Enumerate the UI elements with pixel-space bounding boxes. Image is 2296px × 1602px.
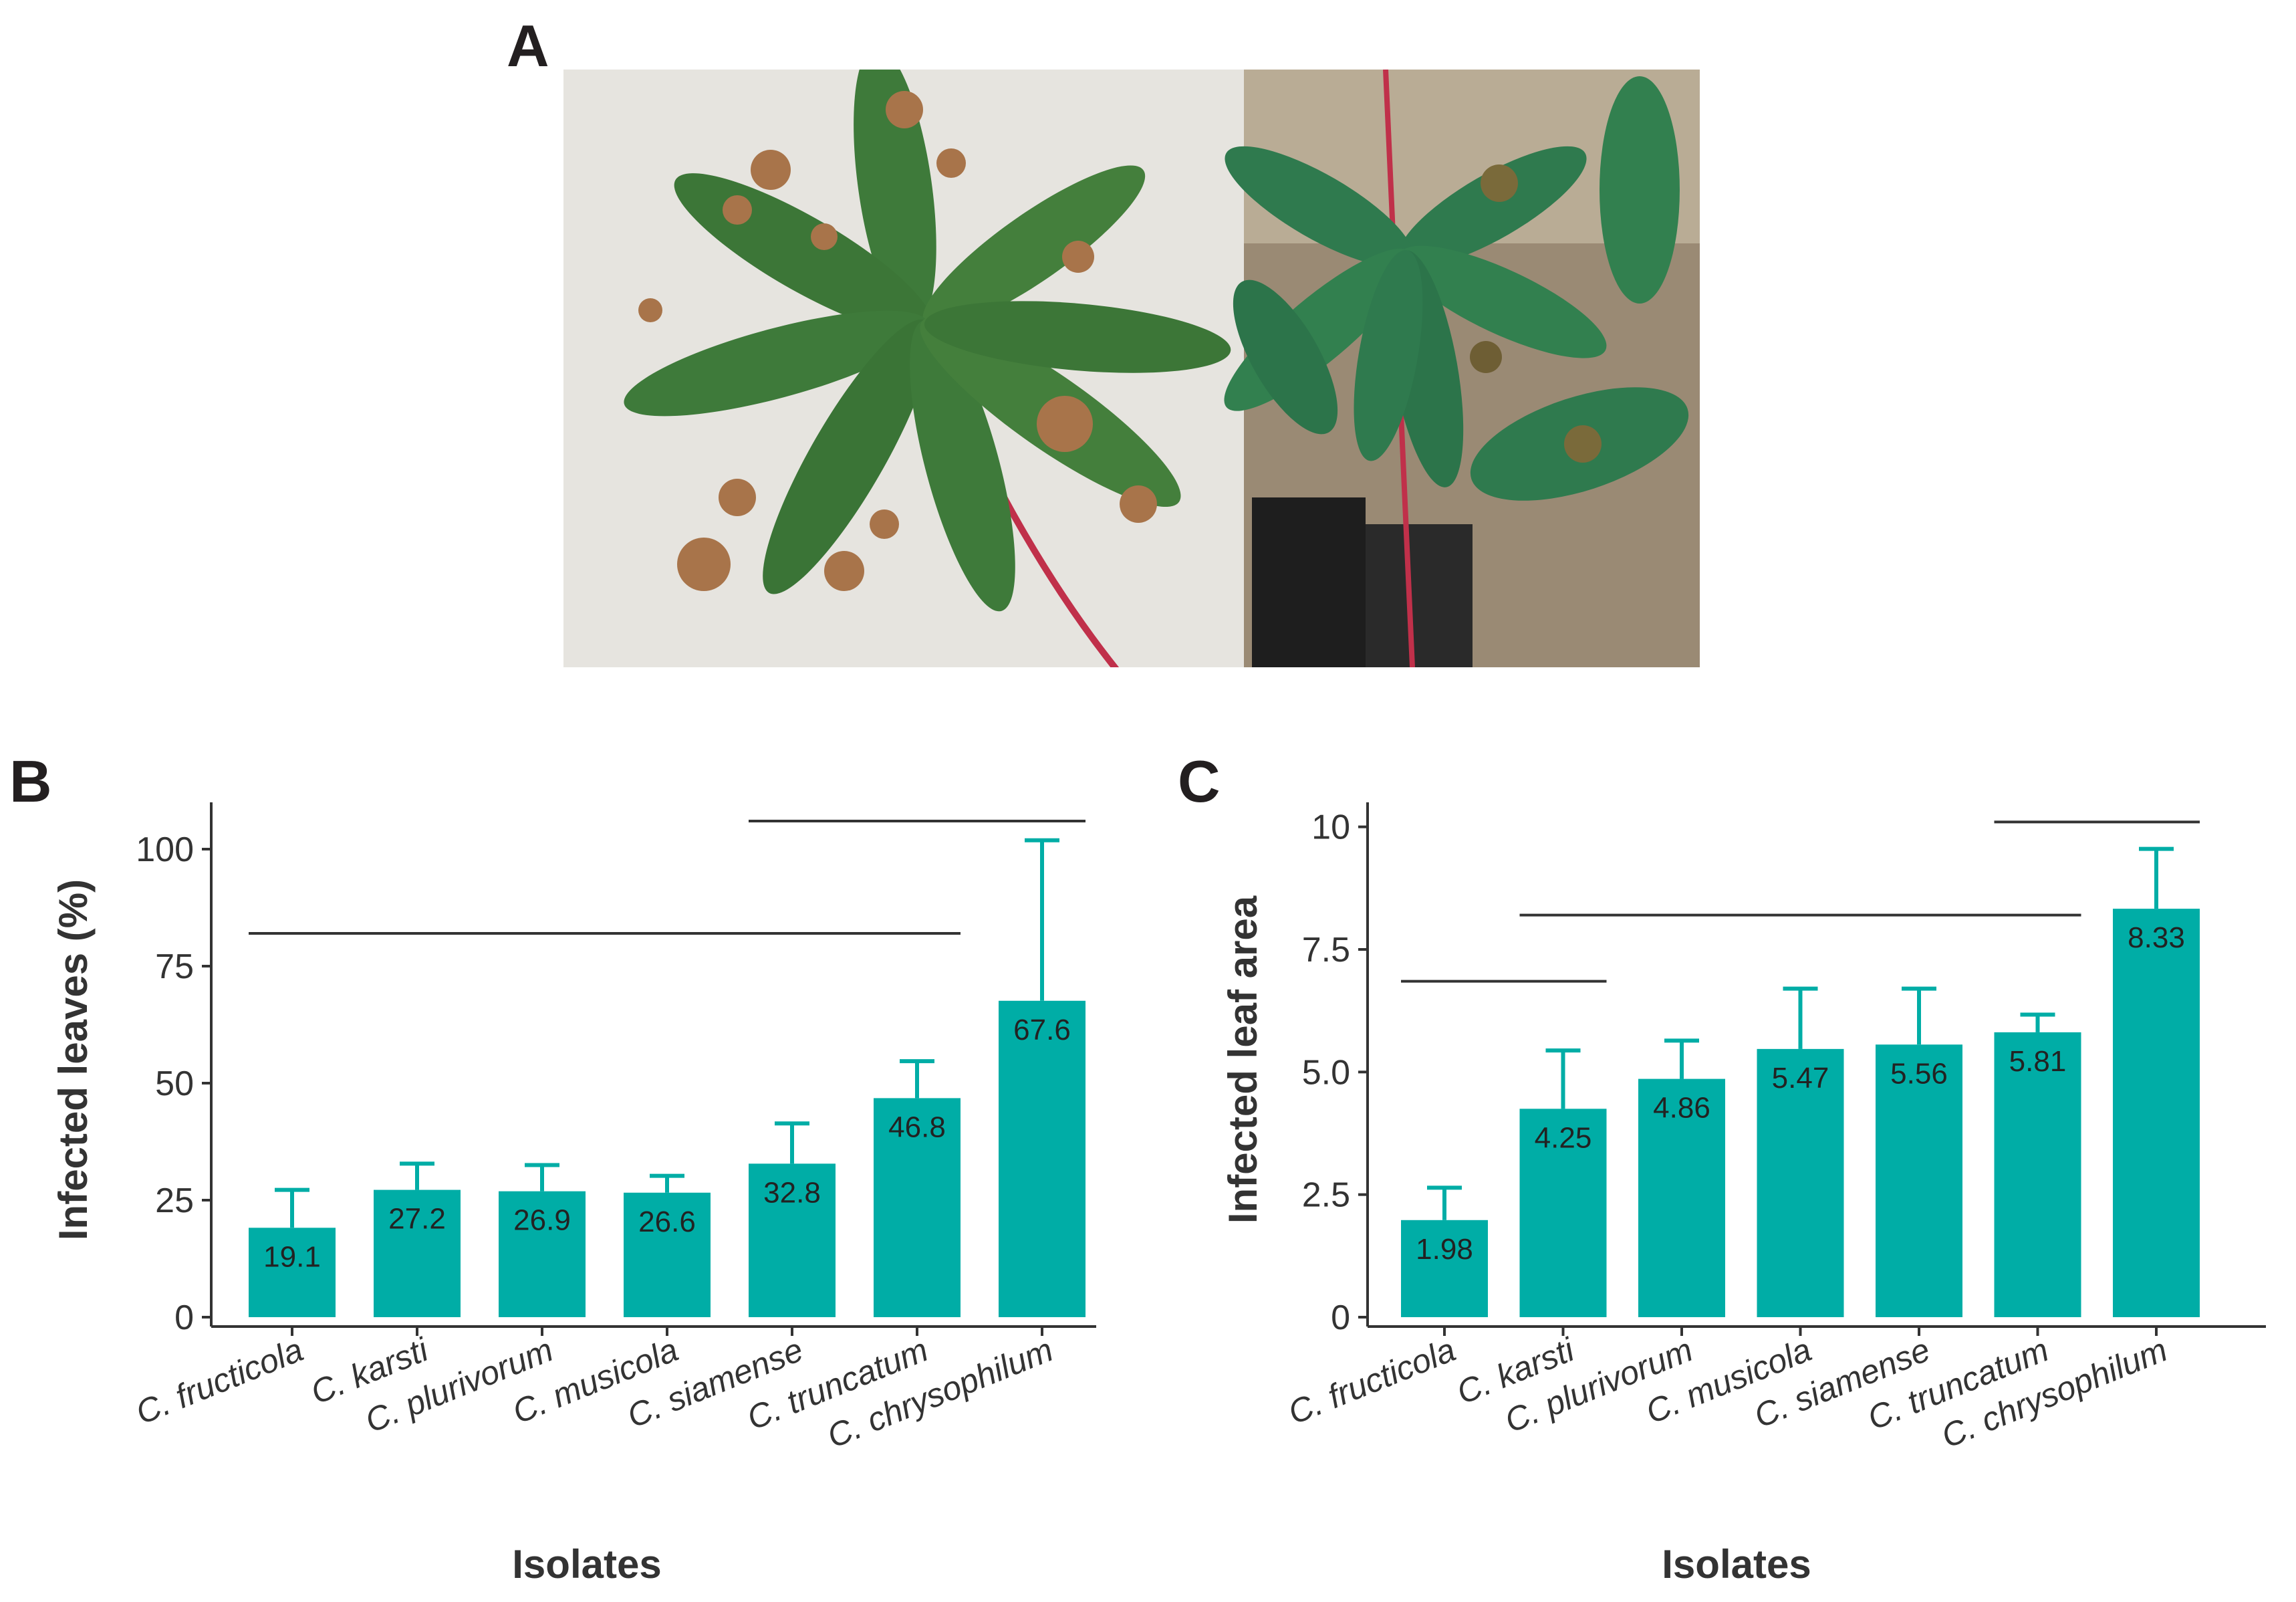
- y-tick-label: 10: [1311, 808, 1350, 847]
- bar: [624, 1192, 711, 1317]
- y-tick-label: 25: [155, 1181, 194, 1220]
- bar: [1519, 1109, 1607, 1317]
- bar: [749, 1163, 836, 1317]
- category-label: C. fructicola: [1283, 1331, 1460, 1432]
- y-tick-label: 0: [1331, 1298, 1350, 1337]
- y-axis-title: Infected leaves (%): [51, 879, 96, 1240]
- data-label: 46.8: [888, 1111, 946, 1143]
- y-tick-label: 0: [174, 1298, 194, 1337]
- infected-leaf-photos: [563, 70, 1700, 667]
- y-tick-label: 50: [155, 1064, 194, 1103]
- panel-label-c: C: [1178, 748, 1221, 814]
- bar: [999, 1000, 1086, 1317]
- data-label: 8.33: [2128, 921, 2185, 954]
- y-tick-label: 75: [155, 947, 194, 986]
- data-label: 26.6: [638, 1206, 696, 1238]
- data-label: 32.8: [763, 1176, 821, 1209]
- panel-label-a: A: [507, 13, 549, 79]
- bar: [499, 1191, 586, 1317]
- panel-label-b: B: [9, 748, 52, 814]
- y-tick-label: 2.5: [1302, 1176, 1350, 1215]
- data-label: 1.98: [1416, 1233, 1473, 1266]
- data-label: 5.81: [2009, 1045, 2067, 1078]
- y-tick-label: 5.0: [1302, 1053, 1350, 1092]
- bar: [1876, 1044, 1962, 1317]
- data-label: 5.56: [1890, 1057, 1948, 1090]
- data-label: 5.47: [1772, 1062, 1829, 1095]
- x-axis-title: Isolates: [512, 1542, 661, 1587]
- y-axis-title: Infected leaf area: [1221, 895, 1265, 1224]
- data-label: 19.1: [263, 1240, 321, 1273]
- y-tick-label: 100: [136, 830, 194, 869]
- bar: [374, 1189, 461, 1317]
- data-label: 67.6: [1013, 1014, 1071, 1046]
- bar: [1757, 1048, 1844, 1317]
- bar: [249, 1228, 336, 1317]
- x-axis-title: Isolates: [1662, 1542, 1811, 1587]
- data-label: 4.25: [1535, 1121, 1592, 1154]
- potted-plant-photo: [1224, 70, 1700, 667]
- bar: [2113, 909, 2200, 1317]
- bar: [1994, 1032, 2081, 1317]
- bar: [874, 1098, 961, 1317]
- bar: [1401, 1220, 1488, 1317]
- data-label: 27.2: [388, 1203, 446, 1236]
- data-label: 26.9: [513, 1204, 571, 1237]
- y-tick-label: 7.5: [1302, 931, 1350, 969]
- bar: [1638, 1078, 1725, 1317]
- detached-leaf-photo: [563, 70, 1244, 667]
- data-label: 4.86: [1653, 1092, 1710, 1125]
